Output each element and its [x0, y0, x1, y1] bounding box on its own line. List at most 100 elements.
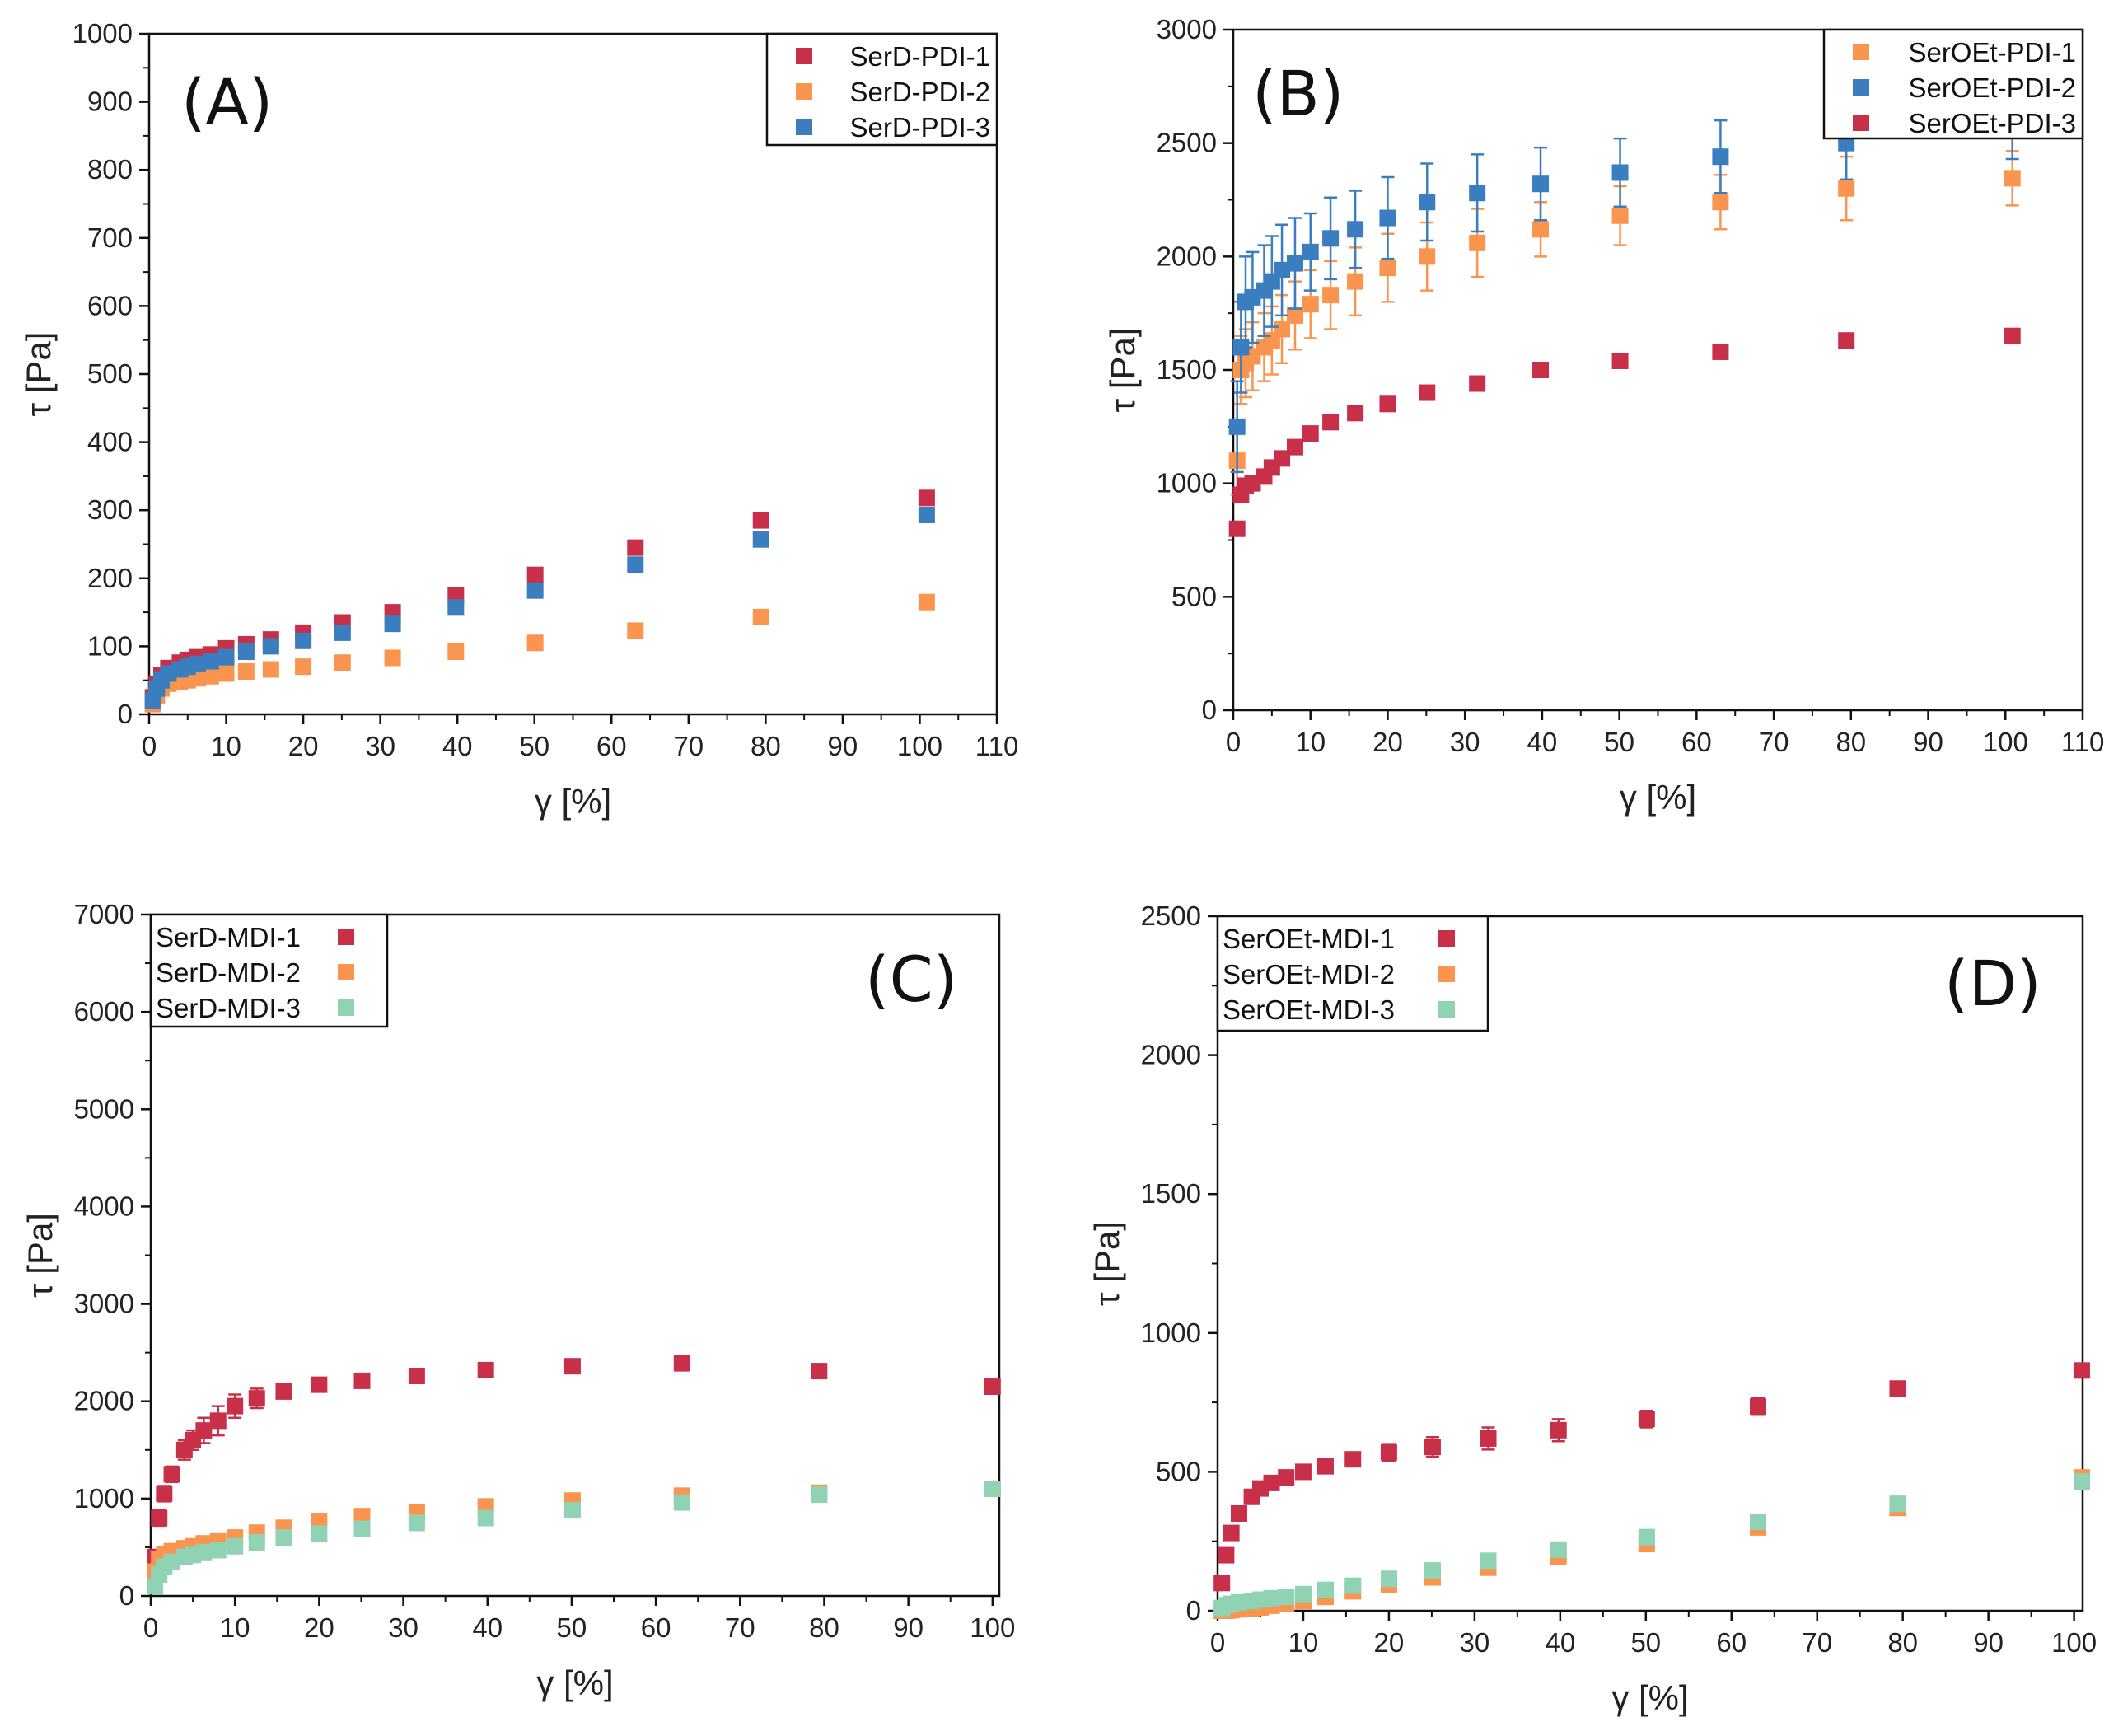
x-tick-label: 110 [975, 731, 1019, 761]
data-point [353, 1520, 371, 1537]
legend-label: SerOEt-MDI-3 [1223, 994, 1395, 1025]
x-tick-label: 10 [1295, 727, 1326, 757]
data-point [1347, 221, 1364, 238]
data-point [202, 667, 219, 685]
legend-label: SerOEt-PDI-3 [1908, 108, 2076, 138]
data-point [1419, 248, 1436, 265]
x-tick-label: 30 [1460, 1627, 1490, 1658]
y-tick-label: 0 [119, 1580, 134, 1611]
x-tick-label: 60 [596, 731, 627, 761]
y-axis-title: τ [Pa] [1103, 328, 1142, 413]
y-axis-title: τ [Pa] [19, 332, 58, 417]
data-point [627, 556, 644, 573]
data-point [2004, 327, 2021, 344]
data-point [752, 512, 769, 529]
data-point [209, 1412, 227, 1430]
x-tick-label: 40 [1527, 727, 1558, 757]
data-point [1228, 418, 1246, 435]
y-tick-label: 4000 [74, 1191, 134, 1221]
x-tick-label: 0 [1226, 727, 1241, 757]
x-tick-label: 20 [1372, 727, 1403, 757]
y-tick-label: 1500 [1141, 1178, 1201, 1209]
data-point [209, 1542, 227, 1559]
data-point [189, 655, 206, 672]
data-point [1263, 1589, 1280, 1607]
data-point [1838, 180, 1855, 197]
data-point [1380, 1570, 1397, 1588]
data-point [1278, 1589, 1295, 1606]
data-point [1274, 450, 1291, 467]
data-point [918, 489, 935, 507]
data-point [237, 662, 255, 680]
x-tick-label: 100 [1983, 727, 2028, 757]
x-tick-label: 80 [1835, 727, 1866, 757]
data-point [262, 638, 279, 655]
x-tick-label: 70 [1802, 1627, 1832, 1658]
data-point [1532, 175, 1550, 193]
legend: SerOEt-PDI-1 SerOEt-PDI-2 SerOEt-PDI-3 [1822, 28, 2084, 140]
data-point [1302, 243, 1319, 260]
x-tick-label: 10 [220, 1612, 250, 1643]
x-tick-label: 90 [828, 731, 858, 761]
data-point [526, 566, 544, 583]
data-point [752, 608, 769, 625]
data-point [163, 1553, 180, 1570]
data-point [202, 653, 219, 670]
data-point [1344, 1451, 1362, 1468]
data-point [334, 654, 351, 671]
y-tick-label: 1000 [1141, 1317, 1201, 1348]
data-point [1638, 1528, 1655, 1546]
data-point [156, 1485, 173, 1502]
series-seroet-mdi-1 [1213, 1362, 2090, 1592]
chart-panel-b: 0 10 20 30 40 50 60 70 80 90 100 110 0 500 1000 1500 200… [1103, 14, 2104, 817]
x-axis-title: γ [%] [536, 1663, 613, 1702]
data-point [1294, 1585, 1312, 1603]
series-seroet-mdi-3 [1213, 1473, 2090, 1617]
x-tick-label: 50 [1630, 1627, 1661, 1658]
legend-marker [796, 119, 812, 135]
legend-marker [338, 964, 354, 980]
y-tick-label: 200 [87, 563, 133, 593]
data-point [384, 615, 401, 633]
legend-label: SerOEt-MDI-2 [1223, 959, 1395, 990]
data-point [262, 661, 279, 678]
data-point [1286, 255, 1303, 272]
data-point [526, 634, 544, 652]
data-point [1228, 520, 1246, 537]
data-point [163, 1466, 180, 1483]
data-point [1347, 273, 1364, 290]
data-point [248, 1534, 265, 1551]
y-tick-label: 7000 [74, 899, 134, 929]
legend-marker [1438, 930, 1455, 947]
data-point [1532, 362, 1550, 378]
data-point [1611, 352, 1629, 369]
data-point [334, 624, 351, 641]
data-point [275, 1529, 292, 1546]
data-point [237, 643, 255, 661]
data-point [227, 1397, 244, 1415]
data-point [408, 1367, 425, 1384]
data-point [408, 1514, 425, 1532]
data-point [1889, 1380, 1906, 1397]
y-tick-label: 3000 [1157, 14, 1217, 44]
y-tick-label: 2000 [1141, 1040, 1201, 1070]
data-point [1419, 194, 1436, 211]
legend: SerD-PDI-1 SerD-PDI-2 SerD-PDI-3 [765, 32, 998, 147]
data-point [311, 1513, 328, 1530]
panel-label: (B) [1252, 57, 1344, 130]
data-point [1213, 1575, 1231, 1592]
legend-marker [1853, 115, 1869, 131]
series-serd-pdi-3 [144, 506, 935, 709]
data-point [673, 1494, 690, 1511]
data-point [627, 622, 644, 639]
data-point [1223, 1524, 1240, 1542]
data-point [447, 643, 465, 661]
x-tick-label: 90 [893, 1612, 924, 1643]
data-point [311, 1376, 328, 1393]
data-point [1322, 414, 1340, 431]
data-point [2073, 1362, 2090, 1379]
data-point [217, 665, 235, 682]
legend-label: SerOEt-PDI-1 [1908, 37, 2076, 68]
data-point [1889, 1495, 1906, 1513]
